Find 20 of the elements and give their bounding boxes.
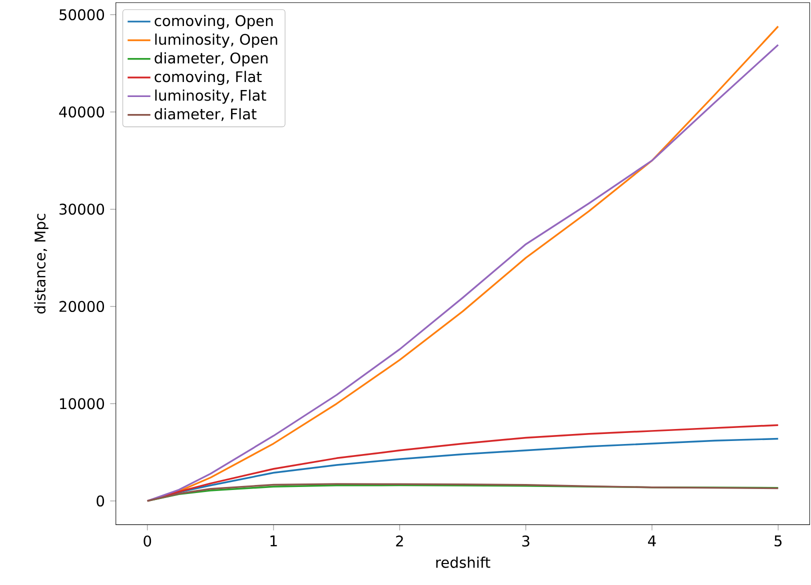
x-tick-label: 2 bbox=[396, 536, 403, 547]
x-tick-label: 0 bbox=[144, 536, 152, 547]
legend-label: luminosity, Open bbox=[155, 34, 278, 48]
y-tick-label: 20000 bbox=[59, 301, 104, 312]
x-tick-label: 5 bbox=[774, 536, 782, 547]
legend-label: comoving, Open bbox=[154, 15, 273, 30]
y-tick-label: 10000 bbox=[60, 398, 104, 410]
x-tick-label: 1 bbox=[270, 536, 277, 546]
x-tick-label: 3 bbox=[522, 536, 530, 547]
x-axis-title: redshift bbox=[436, 556, 490, 568]
y-tick-label: 0 bbox=[96, 496, 104, 507]
y-tick-label: 50000 bbox=[60, 9, 104, 20]
legend-label: diameter, Flat bbox=[154, 108, 256, 122]
legend-label: comoving, Flat bbox=[154, 71, 262, 86]
legend-label: luminosity, Flat bbox=[155, 90, 266, 104]
y-tick-label: 30000 bbox=[60, 204, 104, 215]
y-tick-label: 40000 bbox=[59, 106, 104, 118]
y-axis-title: distance, Mpc bbox=[34, 214, 48, 314]
x-tick-label: 4 bbox=[648, 536, 656, 546]
legend-label: diameter, Open bbox=[154, 52, 268, 67]
